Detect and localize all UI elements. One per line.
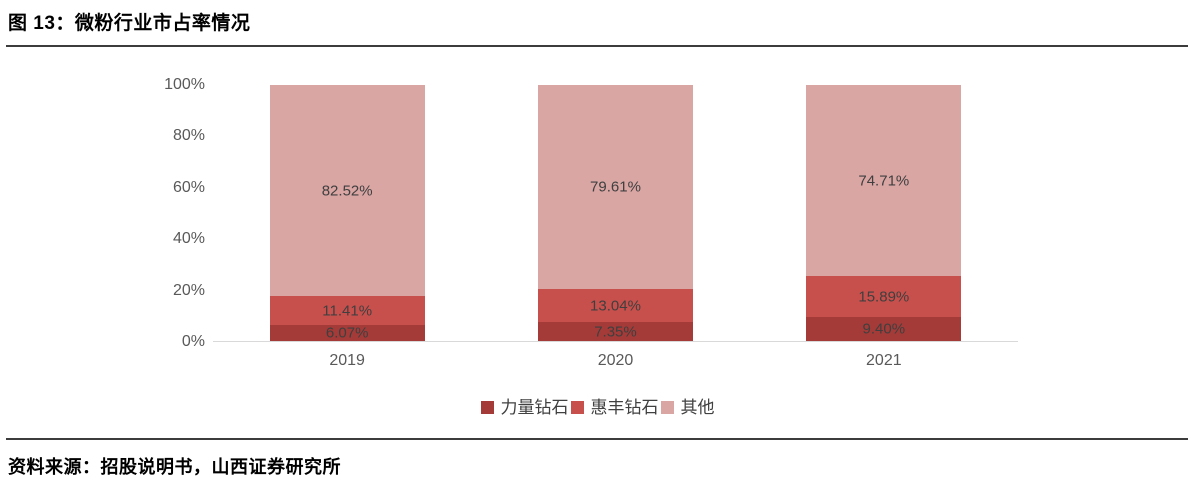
- bar-column-2020: 79.61% 13.04% 7.35%: [481, 85, 749, 341]
- value-label: 13.04%: [590, 297, 641, 314]
- bar-stack: 82.52% 11.41% 6.07%: [269, 85, 425, 342]
- y-tick-label: 20%: [172, 281, 205, 299]
- legend-label: 力量钻石: [500, 398, 569, 417]
- legend-item-惠丰钻石: 惠丰钻石: [570, 398, 659, 417]
- title-divider: [6, 45, 1188, 47]
- x-axis: 2019 2020 2021: [213, 352, 1018, 370]
- legend: 力量钻石 惠丰钻石 其他: [0, 399, 1195, 416]
- legend-label: 惠丰钻石: [590, 398, 659, 417]
- bar-segment-惠丰钻石: 11.41%: [269, 296, 425, 326]
- legend-swatch-icon: [660, 401, 674, 414]
- figure-title: 图 13：微粉行业市占率情况: [8, 13, 251, 34]
- value-label: 79.61%: [590, 178, 641, 196]
- bar-column-2019: 82.52% 11.41% 6.07%: [213, 85, 481, 341]
- bars-row: 82.52% 11.41% 6.07% 79.61% 13.04% 7.35% 74.71%…: [213, 85, 1018, 341]
- x-category-label: 2019: [329, 352, 365, 369]
- bar-segment-力量钻石: 7.35%: [537, 322, 693, 341]
- footer-divider: [6, 438, 1188, 440]
- bar-segment-惠丰钻石: 13.04%: [537, 288, 693, 323]
- x-category-label: 2020: [597, 352, 634, 369]
- value-label: 11.41%: [322, 302, 373, 320]
- legend-label: 其他: [680, 398, 715, 417]
- legend-swatch-icon: [480, 401, 494, 414]
- bar-stack: 74.71% 15.89% 9.40%: [806, 85, 962, 341]
- bar-segment-其他: 79.61%: [537, 85, 693, 289]
- bar-segment-其他: 74.71%: [806, 85, 962, 277]
- plot-area: 82.52% 11.41% 6.07% 79.61% 13.04% 7.35% 74.71%…: [213, 85, 1018, 342]
- bar-segment-惠丰钻石: 15.89%: [806, 276, 962, 317]
- legend-swatch-icon: [570, 401, 584, 414]
- legend-item-力量钻石: 力量钻石: [480, 398, 569, 417]
- y-tick-label: 0%: [181, 333, 205, 350]
- y-tick-label: 40%: [172, 230, 205, 248]
- value-label: 7.35%: [594, 323, 637, 341]
- bar-segment-其他: 82.52%: [269, 85, 425, 297]
- value-label: 6.07%: [325, 324, 369, 342]
- value-label: 74.71%: [858, 172, 910, 190]
- y-axis: 0% 20% 40% 60% 80% 100%: [0, 77, 205, 350]
- x-category-label: 2021: [866, 352, 902, 369]
- value-label: 15.89%: [858, 288, 910, 306]
- y-tick-label: 80%: [172, 127, 205, 145]
- source-note: 资料来源：招股说明书，山西证券研究所: [8, 457, 341, 477]
- value-label: 9.40%: [862, 320, 906, 338]
- y-tick-label: 100%: [164, 76, 205, 93]
- bar-segment-力量钻石: 6.07%: [269, 324, 425, 342]
- value-label: 82.52%: [321, 182, 373, 200]
- bar-column-2021: 74.71% 15.89% 9.40%: [750, 85, 1018, 341]
- bar-stack: 79.61% 13.04% 7.35%: [537, 85, 693, 341]
- y-tick-label: 60%: [172, 178, 205, 196]
- legend-item-其他: 其他: [660, 398, 715, 417]
- bar-segment-力量钻石: 9.40%: [806, 316, 962, 341]
